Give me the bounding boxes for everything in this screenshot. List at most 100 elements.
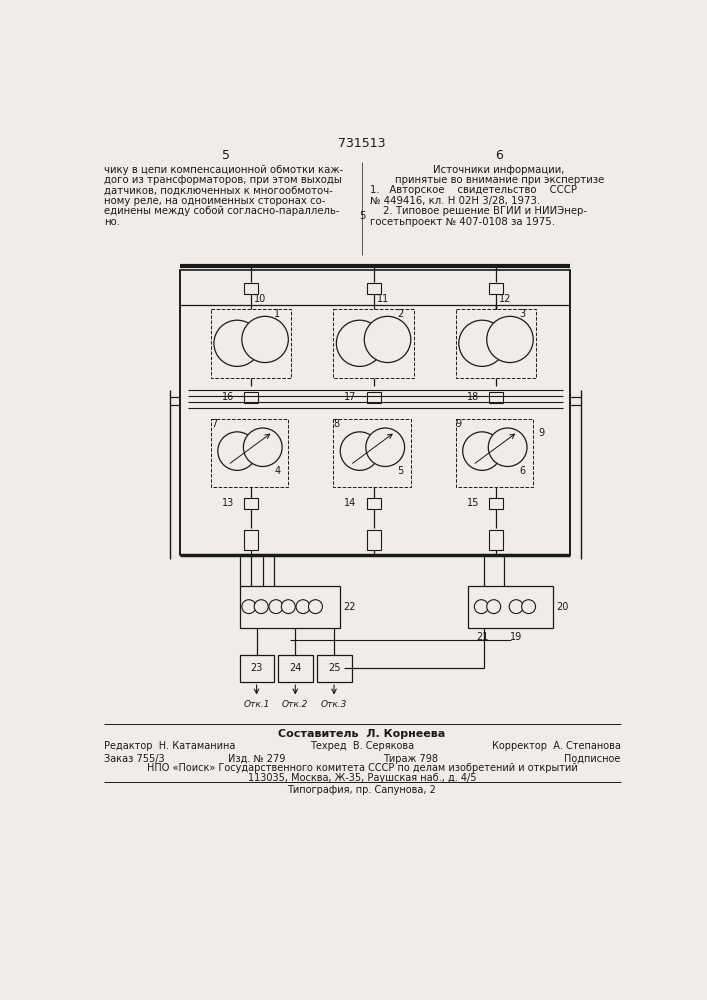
Text: 19: 19	[510, 632, 522, 642]
Text: 2: 2	[397, 309, 403, 319]
Circle shape	[308, 600, 322, 614]
Bar	[244, 498, 258, 509]
Text: Отк.3: Отк.3	[321, 700, 347, 709]
Text: 15: 15	[467, 498, 479, 508]
Bar	[489, 283, 503, 294]
Circle shape	[474, 600, 489, 614]
Text: Отк.2: Отк.2	[282, 700, 308, 709]
Circle shape	[296, 600, 310, 614]
Text: 5: 5	[397, 466, 403, 477]
Bar	[489, 498, 503, 509]
Text: № 449416, кл. Н 02Н 3/28, 1973.: № 449416, кл. Н 02Н 3/28, 1973.	[370, 196, 540, 206]
Text: 13: 13	[222, 498, 234, 508]
Text: чику в цепи компенсационной обмотки каж-: чику в цепи компенсационной обмотки каж-	[104, 165, 343, 175]
Bar	[180, 270, 571, 555]
Bar	[333, 419, 411, 487]
Text: Заказ 755/3: Заказ 755/3	[104, 754, 165, 764]
Circle shape	[218, 432, 257, 470]
Circle shape	[214, 320, 260, 366]
Text: датчиков, подключенных к многообмоточ-: датчиков, подключенных к многообмоточ-	[104, 185, 333, 195]
Circle shape	[281, 600, 296, 614]
Circle shape	[243, 428, 282, 466]
Text: Редактор  Н. Катаманина: Редактор Н. Катаманина	[104, 741, 235, 751]
Circle shape	[486, 600, 501, 614]
Text: НПО «Поиск» Государственного комитета СССР по делам изобретений и открытий: НПО «Поиск» Государственного комитета СС…	[146, 763, 578, 773]
Text: Типография, пр. Сапунова, 2: Типография, пр. Сапунова, 2	[288, 785, 436, 795]
Circle shape	[340, 432, 379, 470]
Circle shape	[509, 600, 523, 614]
Text: 23: 23	[250, 663, 263, 673]
Text: 5: 5	[358, 211, 366, 221]
Bar	[240, 586, 340, 628]
Bar	[367, 392, 380, 403]
Bar	[317, 655, 352, 682]
Text: 16: 16	[222, 392, 234, 402]
Text: 17: 17	[344, 392, 356, 402]
Text: Тираж 798: Тираж 798	[383, 754, 438, 764]
Text: 9: 9	[539, 428, 545, 438]
Text: 5: 5	[221, 149, 230, 162]
Text: 14: 14	[344, 498, 356, 508]
Bar	[279, 655, 313, 682]
Text: 22: 22	[344, 602, 356, 612]
Bar	[244, 530, 258, 550]
Text: дого из трансформаторов, при этом выходы: дого из трансформаторов, при этом выходы	[104, 175, 341, 185]
Text: Составитель  Л. Корнеева: Составитель Л. Корнеева	[279, 729, 445, 739]
Circle shape	[489, 428, 527, 466]
Circle shape	[242, 316, 288, 363]
Bar	[367, 283, 380, 294]
Circle shape	[269, 600, 283, 614]
Text: единены между собой согласно-параллель-: единены между собой согласно-параллель-	[104, 206, 339, 216]
Circle shape	[366, 428, 404, 466]
Text: 6: 6	[495, 149, 503, 162]
Text: Отк.1: Отк.1	[243, 700, 270, 709]
Text: Техред  В. Серякова: Техред В. Серякова	[310, 741, 414, 751]
Bar	[333, 309, 414, 378]
Text: 21: 21	[476, 632, 489, 642]
Text: 24: 24	[289, 663, 301, 673]
Text: Корректор  А. Степанова: Корректор А. Степанова	[492, 741, 621, 751]
Bar	[367, 530, 380, 550]
Text: ному реле, на одноименных сторонах со-: ному реле, на одноименных сторонах со-	[104, 196, 325, 206]
Text: 11: 11	[377, 294, 389, 304]
Text: 4: 4	[274, 466, 281, 477]
Text: 20: 20	[556, 602, 569, 612]
Bar	[244, 283, 258, 294]
Circle shape	[462, 432, 501, 470]
Text: 7: 7	[211, 419, 217, 429]
Bar	[240, 655, 274, 682]
Text: 3: 3	[519, 309, 525, 319]
Bar	[367, 498, 380, 509]
Circle shape	[486, 316, 533, 363]
Text: 18: 18	[467, 392, 479, 402]
Text: 12: 12	[499, 294, 511, 304]
Text: но.: но.	[104, 217, 120, 227]
Circle shape	[255, 600, 268, 614]
Circle shape	[337, 320, 383, 366]
Bar	[211, 309, 291, 378]
Text: 1.   Авторское    свидетельство    СССР: 1. Авторское свидетельство СССР	[370, 185, 577, 195]
Text: 25: 25	[328, 663, 340, 673]
Text: 8: 8	[333, 419, 339, 429]
Circle shape	[242, 600, 256, 614]
Text: Изд. № 279: Изд. № 279	[228, 754, 285, 764]
Text: 10: 10	[255, 294, 267, 304]
Bar	[489, 530, 503, 550]
Text: 1: 1	[274, 309, 281, 319]
Circle shape	[522, 600, 535, 614]
Circle shape	[364, 316, 411, 363]
Bar	[211, 419, 288, 487]
Circle shape	[459, 320, 506, 366]
Text: принятые во внимание при экспертизе: принятые во внимание при экспертизе	[395, 175, 604, 185]
Text: Источники информации,: Источники информации,	[433, 165, 565, 175]
Text: 2. Типовое решение ВГИИ и НИИЭнер-: 2. Типовое решение ВГИИ и НИИЭнер-	[370, 206, 587, 216]
Bar	[489, 392, 503, 403]
Bar	[456, 309, 537, 378]
Text: 9: 9	[456, 419, 462, 429]
Bar	[468, 586, 554, 628]
Bar	[244, 392, 258, 403]
Text: 113035, Москва, Ж-35, Раушская наб., д. 4/5: 113035, Москва, Ж-35, Раушская наб., д. …	[247, 773, 477, 783]
Text: госетьпроект № 407-0108 за 1975.: госетьпроект № 407-0108 за 1975.	[370, 217, 555, 227]
Text: 731513: 731513	[338, 137, 386, 150]
Text: 6: 6	[519, 466, 525, 477]
